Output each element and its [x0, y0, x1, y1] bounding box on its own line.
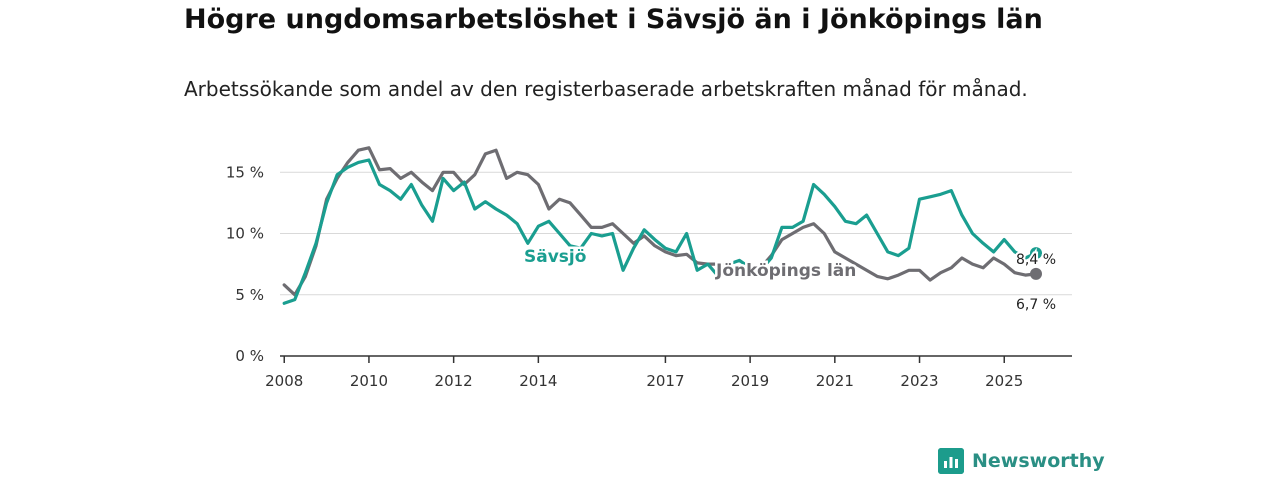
series-end-point: [1030, 267, 1042, 280]
y-tick-label: 0 %: [235, 347, 264, 365]
series-end-value-label: 8,4 %: [1016, 252, 1056, 268]
y-tick-label: 15 %: [226, 163, 264, 181]
x-tick-label: 2025: [985, 372, 1023, 390]
series-line-jonkopings-lan: [282, 146, 1038, 297]
x-tick-label: 2014: [519, 372, 557, 390]
series-end-value-label: 6,7 %: [1016, 297, 1056, 313]
x-axis-ticks: 2008 2010 2012 2014 2017 2019 2021 2023 2025: [265, 356, 1023, 390]
series-line-savsjo: [282, 158, 1038, 305]
x-tick-label: 2008: [265, 372, 303, 390]
series-name-label: Sävsjö: [524, 247, 586, 267]
y-tick-label: 5 %: [235, 286, 264, 304]
x-tick-label: 2010: [350, 372, 388, 390]
series-lines: [282, 146, 1042, 305]
gridlines: [280, 171, 1072, 296]
y-axis-ticks: 0 % 5 % 10 % 15 %: [226, 163, 264, 365]
x-tick-label: 2021: [816, 372, 854, 390]
brand-name: Newsworthy: [972, 450, 1105, 472]
x-tick-label: 2017: [646, 372, 684, 390]
x-tick-label: 2019: [731, 372, 769, 390]
series-end-point: [1030, 247, 1042, 260]
y-tick-label: 10 %: [226, 225, 264, 243]
chart-subtitle: Arbetssökande som andel av den registerb…: [184, 77, 1028, 101]
chart-title: Högre ungdomsarbetslöshet i Sävsjö än i …: [184, 4, 1043, 35]
x-tick-label: 2012: [435, 372, 473, 390]
brand-footer: Newsworthy: [938, 448, 1105, 474]
series-name-label: Jönköpings län: [715, 261, 856, 281]
newsworthy-logo-icon: [938, 448, 964, 474]
series-labels: Sävsjö Jönköpings län 8,4 % 6,7 %: [522, 245, 1059, 316]
x-tick-label: 2023: [900, 372, 938, 390]
